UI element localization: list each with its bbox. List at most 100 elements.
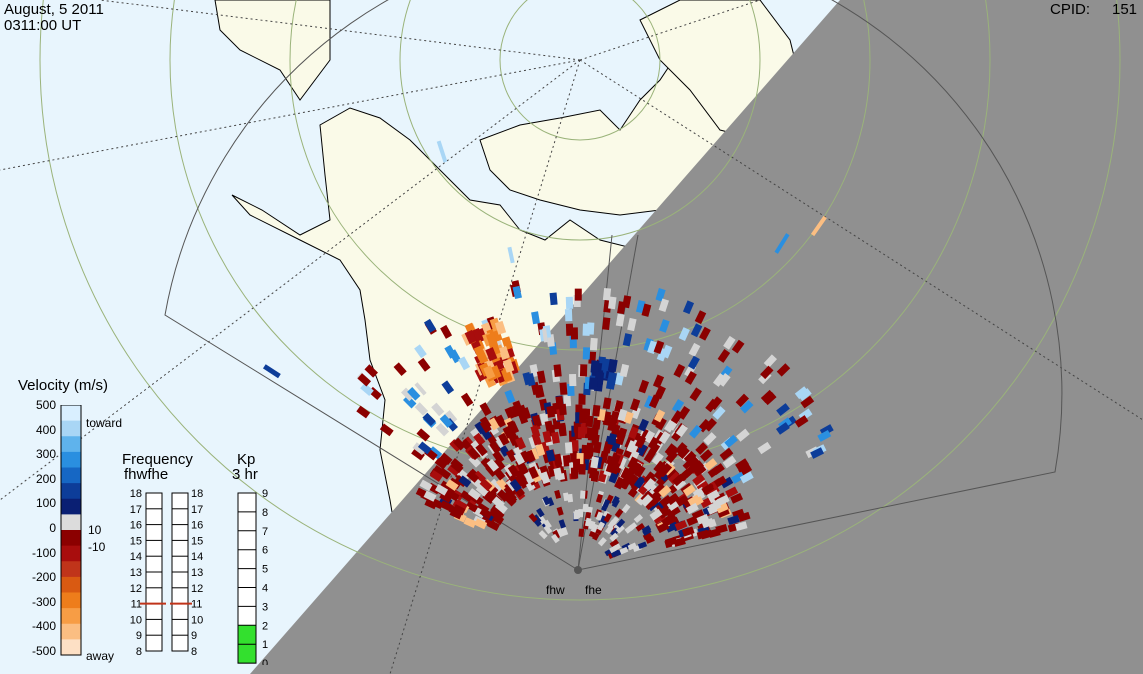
velocity-cell <box>546 405 556 418</box>
velocity-cell <box>810 215 827 237</box>
velocity-cell <box>638 379 650 394</box>
kp-tick-label: 0 <box>262 658 268 665</box>
toward-label: toward <box>86 416 123 430</box>
velocity-cell <box>544 420 554 433</box>
velocity-cell <box>572 458 581 470</box>
velocity-cell <box>466 470 480 483</box>
velocity-cell <box>556 506 564 516</box>
velocity-cell <box>452 504 466 516</box>
velocity-cell <box>489 440 502 454</box>
kp-tick-label: 2 <box>262 620 268 632</box>
velocity-cell <box>357 373 372 387</box>
velocity-cell <box>656 521 670 534</box>
velocity-cell <box>607 419 617 432</box>
velocity-cell <box>774 233 790 254</box>
velocity-cell <box>701 483 715 495</box>
velocity-cell <box>674 519 688 531</box>
velocity-cell <box>727 515 740 526</box>
velocity-cell <box>661 344 673 359</box>
velocity-cell <box>447 463 461 477</box>
velocity-cell <box>590 523 599 533</box>
velocity-cell <box>634 435 647 449</box>
velocity-cell <box>603 513 612 523</box>
velocity-cell <box>688 342 701 357</box>
velocity-cell <box>675 442 688 455</box>
velocity-cell <box>506 420 518 434</box>
velocity-cell <box>479 478 493 492</box>
velocity-cell <box>480 515 494 527</box>
velocity-cell <box>525 372 536 387</box>
velocity-cell <box>712 406 726 420</box>
velocity-cell <box>699 449 713 462</box>
velocity-cell <box>589 337 598 351</box>
velocity-cell <box>538 530 548 540</box>
frequency-tick-right: 16 <box>191 520 203 532</box>
velocity-cell <box>602 317 611 330</box>
velocity-cell <box>460 392 474 407</box>
velocity-cell <box>694 310 707 325</box>
velocity-cell <box>667 505 681 518</box>
velocity-cell <box>579 411 587 424</box>
velocity-cell <box>597 537 607 547</box>
velocity-cell <box>794 415 809 428</box>
velocity-cell <box>545 449 556 462</box>
velocity-cell <box>590 456 599 469</box>
velocity-cell <box>573 511 579 520</box>
velocity-cell <box>708 500 722 512</box>
velocity-cell <box>515 437 527 450</box>
velocity-cell <box>671 399 685 413</box>
velocity-cell <box>653 467 667 481</box>
velocity-cell <box>704 458 718 471</box>
velocity-cell <box>479 402 492 417</box>
velocity-tick-label: 200 <box>35 471 56 486</box>
velocity-cell <box>609 532 619 542</box>
velocity-cell <box>586 322 595 335</box>
velocity-color-4 <box>61 467 81 484</box>
velocity-cell <box>730 492 744 504</box>
velocity-cell <box>512 400 523 414</box>
velocity-color-15 <box>61 639 81 656</box>
velocity-cell <box>498 432 510 446</box>
velocity-cell <box>735 521 748 531</box>
velocity-cell <box>432 464 446 478</box>
date-label: August, 5 2011 <box>4 1 104 18</box>
velocity-cell <box>602 397 612 410</box>
velocity-cell <box>554 489 562 499</box>
velocity-cell <box>715 502 729 514</box>
velocity-color-1 <box>61 420 81 437</box>
lon-line-4 <box>579 59 1143 421</box>
velocity-cell <box>635 523 645 532</box>
velocity-cell <box>556 527 565 538</box>
velocity-cell <box>595 511 604 521</box>
velocity-cell <box>627 317 637 332</box>
velocity-cell <box>491 496 505 509</box>
velocity-cell <box>633 464 646 478</box>
frequency-tick-left: 11 <box>131 599 142 611</box>
velocity-cell <box>585 415 594 428</box>
velocity-cell <box>653 460 666 474</box>
velocity-cell <box>450 460 464 474</box>
velocity-cell <box>553 467 563 480</box>
velocity-cell <box>608 296 617 310</box>
velocity-cell <box>565 296 574 309</box>
velocity-cell <box>485 332 498 347</box>
velocity-tick-label: -200 <box>31 570 56 585</box>
velocity-color-2 <box>61 436 81 453</box>
velocity-cell <box>719 447 734 461</box>
velocity-cell <box>735 458 749 471</box>
velocity-cell <box>711 463 725 476</box>
velocity-cell <box>678 327 690 342</box>
velocity-cell <box>512 285 522 300</box>
velocity-cell <box>535 384 545 398</box>
fov-boundary <box>164 0 1063 571</box>
velocity-cell <box>673 537 686 547</box>
kp-panel: 9 8 7 6 5 4 3 2 1 0 <box>237 488 268 665</box>
kp-tick-label: 9 <box>262 488 268 500</box>
lat-circle-1 <box>499 0 661 141</box>
velocity-cell <box>570 467 579 479</box>
velocity-cell <box>492 450 505 464</box>
velocity-cell <box>414 344 427 359</box>
frequency-tick-right: 15 <box>191 535 203 547</box>
velocity-bar-border <box>60 405 82 656</box>
